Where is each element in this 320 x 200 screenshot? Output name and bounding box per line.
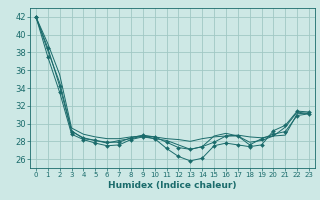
X-axis label: Humidex (Indice chaleur): Humidex (Indice chaleur) [108, 181, 237, 190]
